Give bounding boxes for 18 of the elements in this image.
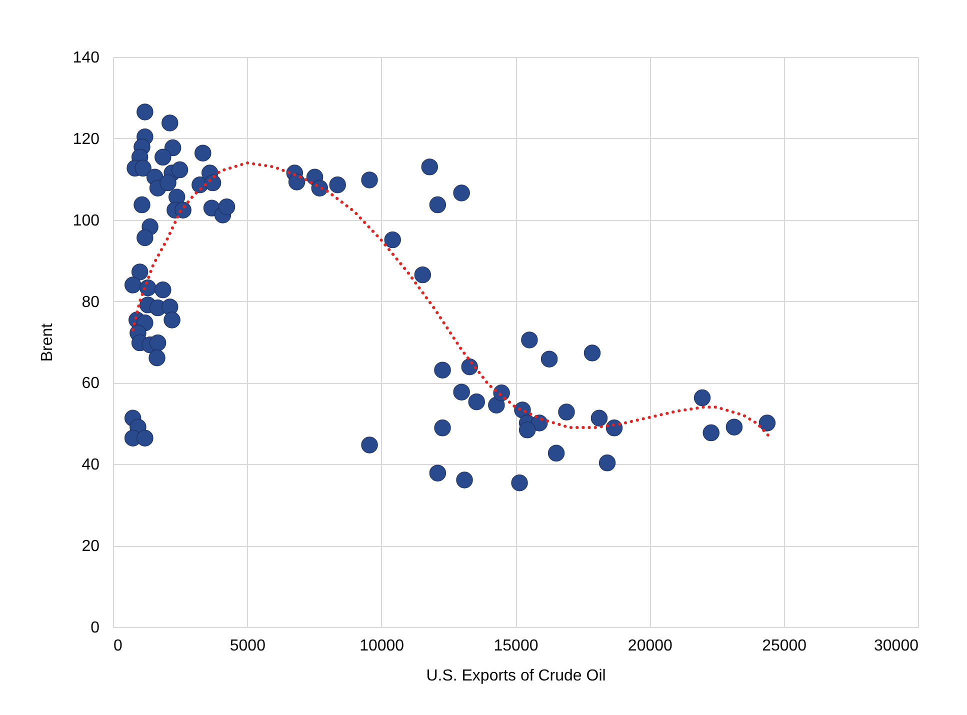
x-tick-label: 30000 bbox=[874, 638, 919, 654]
line-series bbox=[131, 161, 772, 440]
x-tick-label: 5000 bbox=[230, 638, 266, 654]
x-tick-label: 25000 bbox=[762, 638, 807, 654]
x-tick-label: 0 bbox=[114, 638, 122, 654]
y-tick-label: 60 bbox=[82, 375, 100, 392]
y-tick-label: 120 bbox=[72, 130, 100, 148]
y-axis-title: Brent bbox=[38, 322, 56, 362]
x-tick-label: 10000 bbox=[360, 638, 404, 654]
y-tick-label: 20 bbox=[82, 538, 100, 556]
y-tick-label: 40 bbox=[82, 456, 100, 474]
x-axis-title: U.S. Exports of Crude Oil bbox=[426, 668, 606, 684]
y-tick-label: 80 bbox=[82, 294, 100, 311]
x-tick-label: 20000 bbox=[628, 638, 673, 654]
y-tick-label: 0 bbox=[90, 620, 100, 636]
x-tick-label: 15000 bbox=[494, 638, 538, 654]
y-tick-label: 140 bbox=[72, 50, 100, 66]
y-tick-label: 100 bbox=[72, 212, 100, 230]
